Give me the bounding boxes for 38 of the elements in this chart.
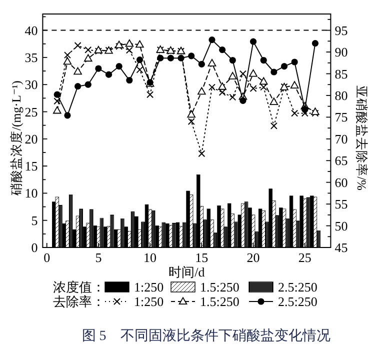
y-tick-label: 5 bbox=[31, 212, 38, 228]
y2-tick-label: 70 bbox=[334, 131, 348, 146]
x-axis-title: 时间/d bbox=[168, 264, 206, 280]
legend-label: 1:250 bbox=[134, 294, 164, 310]
legend-label: 1.5:250 bbox=[200, 280, 240, 295]
y-tick-label: 0 bbox=[31, 240, 38, 256]
legend-label: 1.5:250 bbox=[200, 294, 240, 310]
y2-tick-label: 60 bbox=[334, 174, 348, 190]
legend-label: 2.5:250 bbox=[278, 294, 318, 310]
y2-tick-label: 85 bbox=[334, 66, 348, 82]
y2-tick-label: 50 bbox=[334, 218, 348, 234]
y2-tick-label: 65 bbox=[334, 153, 348, 168]
y-tick-label: 10 bbox=[24, 186, 38, 201]
x-tick-label: 20 bbox=[246, 250, 260, 266]
y2-tick-label: 75 bbox=[334, 110, 348, 125]
y-tick-label: 15 bbox=[24, 158, 38, 174]
y2-tick-label: 55 bbox=[334, 196, 348, 212]
x-tick-label: 0 bbox=[44, 250, 50, 266]
x-tick-label: 10 bbox=[144, 250, 157, 266]
y-axis-title: 硝酸盐浓度/(mg·L⁻¹) bbox=[8, 80, 24, 196]
text: 浓度值： bbox=[53, 280, 105, 295]
y2-axis-title: 亚硝酸盐去除率/% bbox=[354, 86, 370, 190]
y2-tick-label: 90 bbox=[334, 44, 348, 60]
y-tick-label: 40 bbox=[24, 22, 38, 38]
text: 图 5 不同固液比条件下硝酸盐变化情况 bbox=[82, 328, 330, 344]
y-tick-label: 30 bbox=[24, 77, 38, 92]
legend-label: 2.5:250 bbox=[278, 280, 318, 295]
y2-tick-label: 95 bbox=[334, 22, 348, 38]
y2-tick-label: 80 bbox=[334, 88, 348, 104]
legend-label: 1:250 bbox=[134, 280, 164, 295]
y2-tick-label: 45 bbox=[334, 240, 348, 256]
x-tick-label: 25 bbox=[298, 250, 312, 266]
y-tick-label: 35 bbox=[24, 50, 38, 65]
text: 去除率： bbox=[53, 294, 105, 310]
y-tick-label: 20 bbox=[24, 131, 38, 146]
x-tick-label: 15 bbox=[195, 250, 208, 266]
y-tick-label: 25 bbox=[24, 104, 38, 120]
x-tick-label: 5 bbox=[95, 250, 102, 266]
